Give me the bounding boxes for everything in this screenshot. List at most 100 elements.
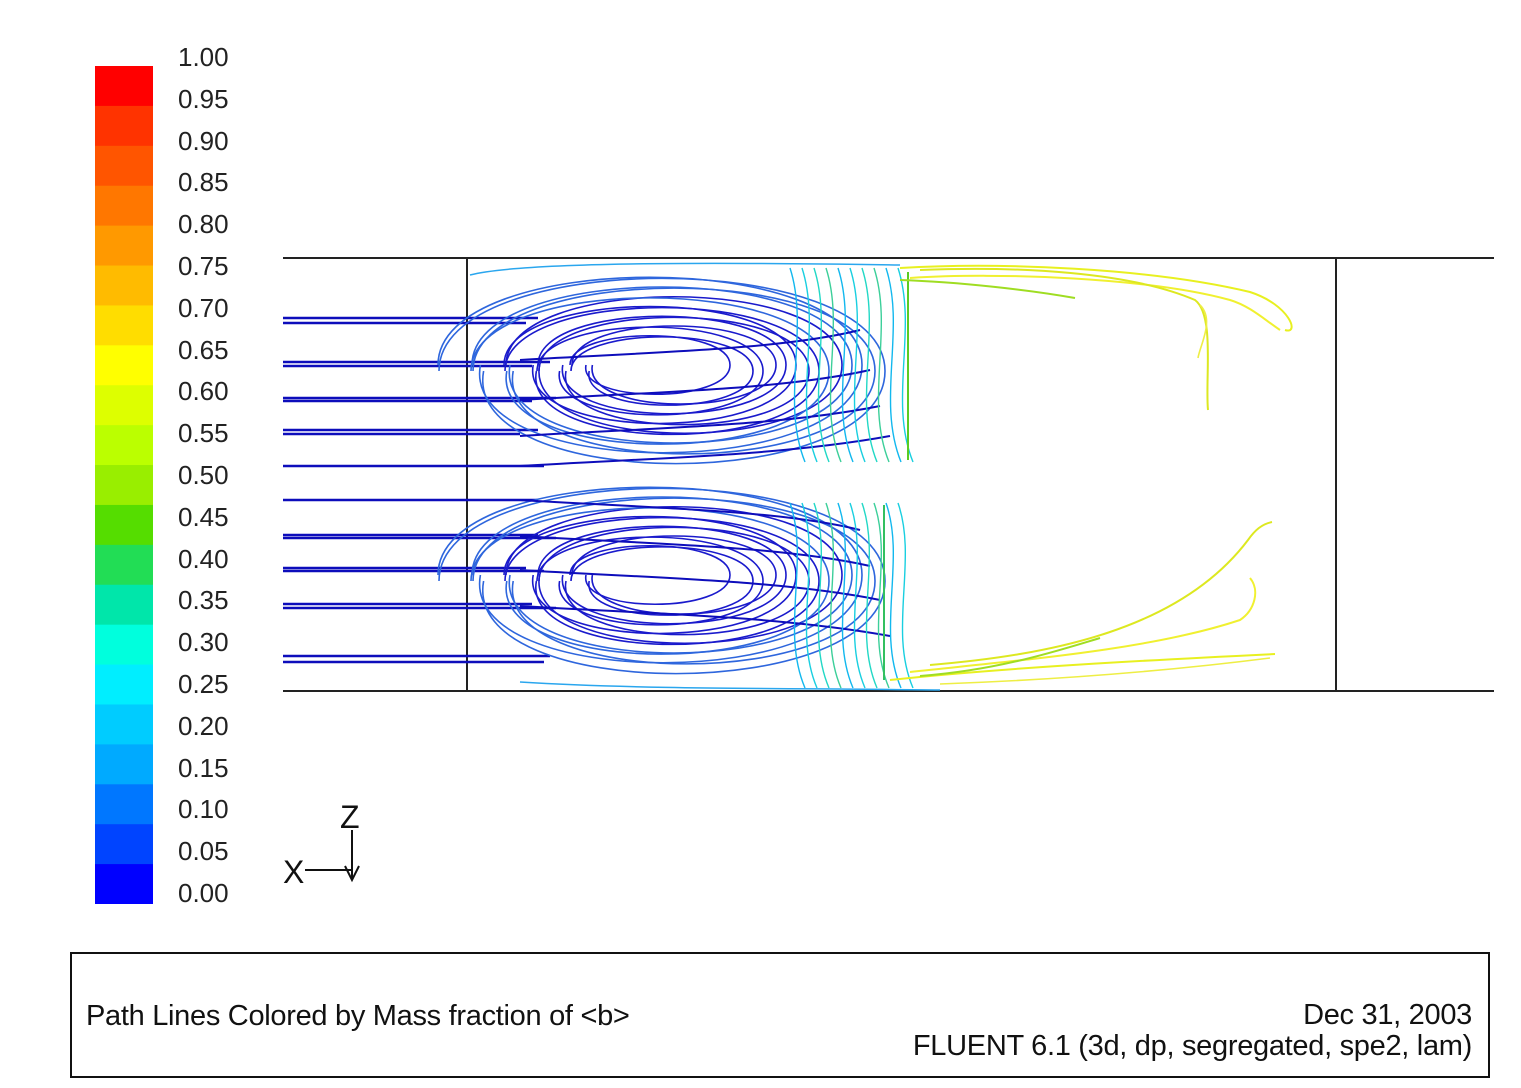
pathline <box>472 287 876 455</box>
footer-info: Dec 31, 2003 FLUENT 6.1 (3d, dp, segrega… <box>913 1000 1472 1062</box>
colorbar-tick-label: 0.85 <box>178 167 229 198</box>
colorbar-segment <box>95 185 153 227</box>
colorbar-segment <box>95 465 153 506</box>
colorbar-segment <box>95 504 153 546</box>
colorbar-segment <box>95 425 153 466</box>
colorbar-tick-label: 0.10 <box>178 794 229 825</box>
pathline <box>472 497 876 665</box>
colorbar-tick-label: 0.00 <box>178 878 229 908</box>
pathline-plot: Z X <box>283 257 1494 890</box>
pathline <box>885 267 902 463</box>
pathline <box>470 507 830 655</box>
pathline <box>813 502 830 689</box>
colorbar-segment <box>95 145 153 187</box>
colorbar-segment <box>95 664 153 706</box>
pathline <box>519 605 891 637</box>
pathline <box>837 502 854 689</box>
pathline <box>849 502 866 689</box>
colorbar-segment <box>95 345 153 386</box>
colorbar-segment <box>95 624 153 666</box>
pathline <box>919 267 1209 411</box>
pathline <box>849 267 866 463</box>
pathline <box>469 262 901 276</box>
pathline <box>813 267 830 463</box>
colorbar-tick-label: 0.70 <box>178 292 229 323</box>
plot-date: Dec 31, 2003 <box>1303 999 1472 1031</box>
colorbar-segment <box>95 225 153 267</box>
pathline <box>909 274 1281 331</box>
pathline <box>519 405 881 437</box>
pathline <box>471 286 853 444</box>
pathline <box>919 637 1101 677</box>
pathline <box>909 577 1257 673</box>
pathline <box>897 267 914 463</box>
pathline <box>519 499 861 531</box>
colorbar-tick-label: 0.60 <box>178 376 229 407</box>
colorbar-tick-label: 0.05 <box>178 836 229 867</box>
pathline <box>801 267 818 463</box>
pathline <box>505 296 843 434</box>
colorbar-segment <box>95 105 153 147</box>
axis-triad <box>305 830 360 883</box>
colorbar-tick-label: 0.55 <box>178 418 229 449</box>
pathline <box>519 569 881 601</box>
pathline <box>873 502 890 689</box>
colorbar-tick-label: 0.50 <box>178 460 229 490</box>
colorbar-segment <box>95 66 153 107</box>
colorbar-tick-label: 0.95 <box>178 83 229 114</box>
pathline <box>437 276 863 454</box>
pathline <box>569 334 731 396</box>
colorbar-tick-label: 1.00 <box>178 42 229 72</box>
pathline <box>570 336 754 406</box>
pathline <box>536 326 764 416</box>
pathline <box>538 316 810 426</box>
pathline <box>504 516 820 646</box>
colorbar-segment <box>95 584 153 626</box>
pathline <box>789 267 806 463</box>
colorbar-tick-label: 0.30 <box>178 627 229 658</box>
colorbar-segment <box>95 744 153 785</box>
pathline <box>897 502 914 689</box>
colorbar-segment <box>95 784 153 825</box>
pathline <box>801 502 818 689</box>
colorbar-segment <box>95 824 153 865</box>
pathline <box>571 325 777 405</box>
pathline <box>503 515 797 635</box>
colorbar-segment <box>95 305 153 346</box>
pathline <box>861 502 878 689</box>
colorbar-tick-label: 0.40 <box>178 543 229 574</box>
colorbar-tick-label: 0.20 <box>178 710 229 741</box>
pathline <box>899 264 1293 332</box>
pathline <box>470 297 830 445</box>
pathline <box>570 546 754 616</box>
colorbar-segment <box>95 544 153 586</box>
pathline <box>939 657 1271 685</box>
colorbar-segment <box>95 265 153 307</box>
pathline <box>825 267 842 463</box>
pathline <box>471 496 853 654</box>
colorbar-tick-label: 0.35 <box>178 585 229 616</box>
pathline <box>519 435 891 467</box>
colorbar-segment <box>95 385 153 426</box>
pathline <box>789 502 806 689</box>
pathline <box>519 329 861 361</box>
pathline <box>519 681 941 691</box>
pathline <box>438 277 886 465</box>
colorbar-segment <box>95 704 153 745</box>
colorbar-tick-label: 0.90 <box>178 125 229 156</box>
pathline <box>536 536 764 626</box>
colorbar-tick-label: 0.65 <box>178 334 229 365</box>
domain-outline <box>283 257 1494 692</box>
pathline <box>885 502 902 689</box>
colorbar-tick-label: 0.15 <box>178 752 229 783</box>
pathline <box>861 267 878 463</box>
pathline <box>519 369 871 401</box>
solver-info: FLUENT 6.1 (3d, dp, segregated, spe2, la… <box>912 1030 1472 1062</box>
pathline <box>537 315 787 415</box>
axis-label-x: X <box>283 854 304 890</box>
axis-label-z: Z <box>340 799 360 835</box>
pathline <box>837 267 854 463</box>
pathline <box>929 521 1273 666</box>
plot-title: Path Lines Colored by Mass fraction of <… <box>86 1000 630 1032</box>
colorbar-tick-label: 0.25 <box>178 669 229 699</box>
